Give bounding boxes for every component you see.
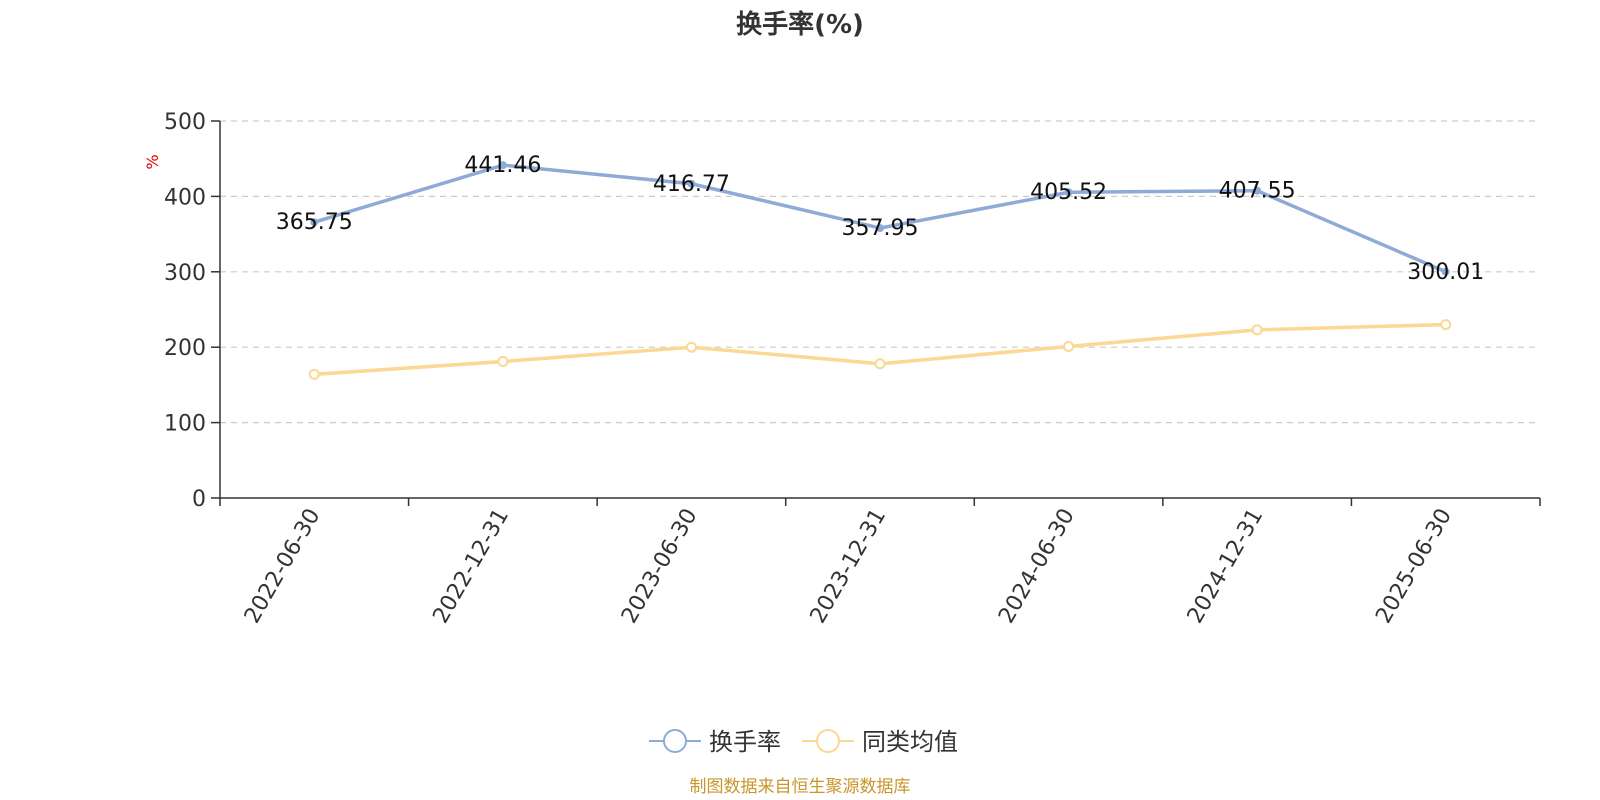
x-tick-label: 2023-06-30 xyxy=(617,505,703,628)
y-tick-label: 100 xyxy=(164,412,206,437)
data-point[interactable] xyxy=(308,368,320,380)
data-label: 357.95 xyxy=(842,216,919,241)
y-tick-label: 200 xyxy=(164,336,206,361)
data-point[interactable] xyxy=(1441,267,1450,276)
x-tick-label: 2025-06-30 xyxy=(1371,505,1457,628)
y-axis-unit-label: % xyxy=(143,154,162,169)
x-tick-label: 2022-12-31 xyxy=(428,505,514,628)
data-point[interactable] xyxy=(687,179,696,188)
data-point[interactable] xyxy=(1251,324,1263,336)
y-tick-label: 500 xyxy=(164,110,206,135)
y-tick-label: 400 xyxy=(164,185,206,210)
data-point[interactable] xyxy=(310,218,319,227)
legend-label: 换手率 xyxy=(709,728,781,756)
gridlines xyxy=(220,120,1540,424)
data-label: 441.46 xyxy=(464,153,541,178)
data-point[interactable] xyxy=(497,356,509,368)
data-label: 405.52 xyxy=(1030,180,1107,205)
data-point[interactable] xyxy=(874,358,886,370)
legend-item[interactable]: 同类均值 xyxy=(802,728,958,756)
legend-label: 同类均值 xyxy=(862,728,958,756)
x-tick-label: 2024-12-31 xyxy=(1183,505,1269,628)
data-label: 416.77 xyxy=(653,172,730,197)
data-label: 300.01 xyxy=(1407,260,1484,285)
data-point[interactable] xyxy=(1253,186,1262,195)
data-point[interactable] xyxy=(1064,188,1073,197)
y-tick-label: 300 xyxy=(164,261,206,286)
data-labels: 365.75 441.46 416.77 357.95 405.52 407.55 300.… xyxy=(276,153,1484,285)
data-label: 365.75 xyxy=(276,210,353,235)
chart-title: 换手率(%) xyxy=(736,9,864,40)
series-lines xyxy=(308,161,1452,380)
x-tick-label: 2023-12-31 xyxy=(806,505,892,628)
legend-item[interactable]: 换手率 xyxy=(649,728,781,756)
x-tick-label: 2024-06-30 xyxy=(994,505,1080,628)
legend[interactable]: 换手率 同类均值 xyxy=(649,728,958,756)
data-point[interactable] xyxy=(1440,319,1452,331)
y-tick-label: 0 xyxy=(192,487,206,512)
source-note: 制图数据来自恒生聚源数据库 xyxy=(690,777,911,797)
legend-circle-icon xyxy=(663,729,687,753)
data-point[interactable] xyxy=(498,161,507,170)
data-label: 407.55 xyxy=(1219,179,1296,204)
x-tick-label: 2022-06-30 xyxy=(240,505,326,628)
data-point[interactable] xyxy=(1063,340,1075,352)
data-point[interactable] xyxy=(685,341,697,353)
legend-circle-icon xyxy=(816,729,840,753)
data-point[interactable] xyxy=(876,224,884,233)
